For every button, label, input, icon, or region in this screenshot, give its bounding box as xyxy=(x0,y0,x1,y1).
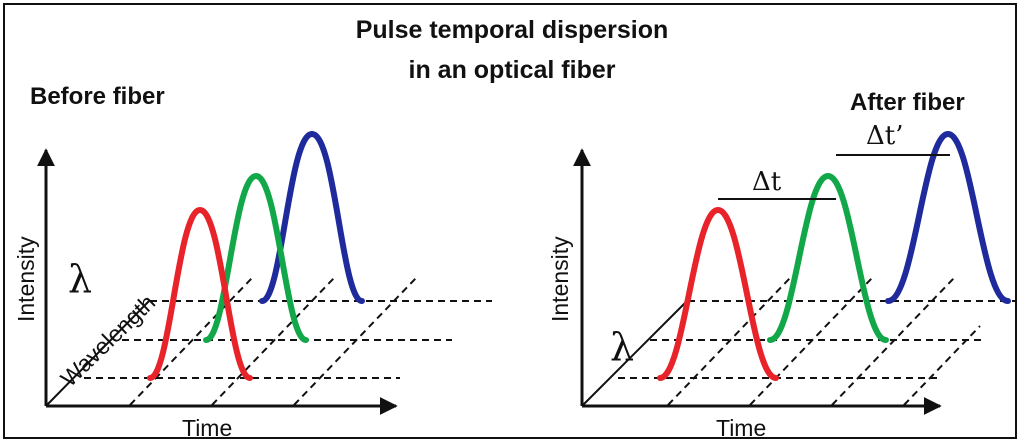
before-pulse-red xyxy=(147,206,253,381)
before-time-label: Time xyxy=(182,415,232,441)
before-lambda-symbol: λ xyxy=(68,257,92,301)
before-time-guide-1 xyxy=(129,277,253,406)
before-wavelength-label: Wavelength xyxy=(55,289,160,391)
before-intensity-label: Intensity xyxy=(13,236,39,322)
after-time-guide-2 xyxy=(749,277,873,406)
before-time-guide-3 xyxy=(293,277,417,406)
before-pulse-green xyxy=(203,172,309,343)
before-fiber-heading: Before fiber xyxy=(30,83,165,110)
delay-label-1: Δt xyxy=(752,167,782,197)
after-pulse-green xyxy=(767,172,889,343)
after-time-guide-3 xyxy=(831,277,955,406)
after-time-guide-1 xyxy=(667,277,791,406)
title-line-2: in an optical fiber xyxy=(409,56,616,84)
title-line-1: Pulse temporal dispersion xyxy=(356,16,669,44)
panel-before-fiber: Before fiber λ Wavelength Intensity Time xyxy=(13,83,492,441)
after-time-label: Time xyxy=(716,415,766,441)
before-time-guide-2 xyxy=(211,277,335,406)
after-time-guide-4 xyxy=(903,325,981,406)
after-lambda-symbol: λ xyxy=(610,325,634,369)
delay-label-2: Δt’ xyxy=(866,121,904,151)
after-pulse-red xyxy=(657,206,779,381)
after-pulse-blue xyxy=(885,130,1011,304)
after-intensity-label: Intensity xyxy=(547,236,573,322)
after-fiber-heading: After fiber xyxy=(850,89,965,116)
before-depth-axis xyxy=(45,299,151,407)
panel-after-fiber: After fiber Δt Δt’ λ Intensity Time xyxy=(547,89,1016,441)
after-depth-axis xyxy=(581,299,689,407)
before-pulse-blue xyxy=(259,130,365,304)
